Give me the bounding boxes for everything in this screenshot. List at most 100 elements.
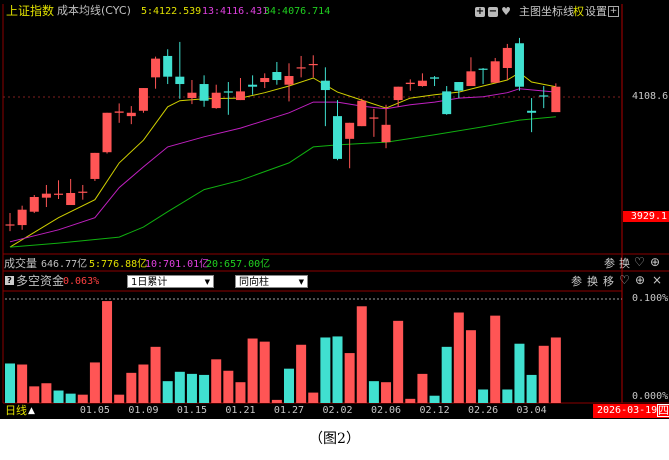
fund-bar (271, 399, 282, 403)
candle-body (211, 92, 221, 109)
candle-body (369, 117, 379, 119)
date-tick: 03.04 (516, 405, 547, 416)
candle-body (199, 84, 209, 101)
candle (260, 73, 270, 89)
candle-body (163, 55, 173, 77)
chevron-down-icon: ▼ (298, 278, 304, 286)
fund-bar (259, 341, 270, 403)
zoom-in-button[interactable]: + (475, 6, 485, 17)
candle-body (90, 152, 100, 179)
fund-bar (356, 306, 367, 403)
fund-bar (453, 312, 464, 403)
main-chart-button[interactable]: 主图 (519, 5, 541, 18)
candle (527, 98, 537, 133)
date-tick: 01.15 (176, 405, 207, 416)
volume-favorite-icon[interactable]: ♡ (634, 255, 645, 269)
date-tick: 01.09 (128, 405, 159, 416)
rights-adjust-button[interactable]: 权 (573, 5, 584, 18)
pct-top-label: 0.100% (632, 293, 669, 304)
candle (66, 178, 76, 206)
fund-bar (417, 373, 428, 403)
fund-bar (186, 373, 197, 403)
candle (393, 86, 403, 107)
candle-body (320, 80, 330, 91)
sub-close-icon[interactable]: × (652, 273, 663, 287)
fund-bar (29, 386, 40, 403)
candle-body (54, 193, 64, 195)
sub-switch-button[interactable]: 换 (587, 275, 598, 288)
zoom-out-button[interactable]: − (488, 6, 498, 17)
fund-bar (150, 346, 161, 403)
sub-zoom-icon[interactable]: ⊕ (635, 273, 646, 287)
candle (466, 57, 476, 87)
settings-button[interactable]: 设置 (585, 5, 607, 18)
candle (320, 67, 330, 127)
fund-bar (65, 393, 76, 403)
current-date: 2026-03-19 (597, 405, 658, 416)
candle (454, 82, 464, 99)
chart-canvas[interactable] (0, 0, 669, 419)
help-icon[interactable]: ? (5, 276, 14, 285)
candle (54, 180, 64, 200)
volume-value: 646.77亿 (41, 259, 88, 270)
crosshair-button[interactable]: 坐标线 (541, 5, 574, 18)
period-dropdown-value: 1日累计 (131, 277, 168, 288)
candle-body (187, 92, 197, 99)
fund-bar (138, 364, 149, 403)
stock-chart-window: 上证指数 成本均线(CYC) 5:4122.539 13:4116.431 34… (0, 0, 669, 419)
favorite-heart-icon[interactable]: ♥ (501, 5, 511, 18)
candle (430, 76, 440, 87)
candle-body (248, 84, 258, 87)
candle-body (333, 116, 343, 159)
volume-params-button[interactable]: 参 (604, 257, 615, 270)
candle-body (126, 112, 136, 117)
candle-body (490, 61, 500, 83)
period-dropdown[interactable]: 1日累计 ▼ (127, 275, 214, 288)
volume-switch-button[interactable]: 换 (619, 257, 630, 270)
fund-bar (502, 389, 513, 403)
fund-bar (247, 338, 258, 403)
date-tick: 02.02 (322, 405, 353, 416)
candle-body (260, 78, 270, 83)
figure-caption: （图2） (309, 431, 360, 447)
sub-params-button[interactable]: 参 (571, 275, 582, 288)
fund-bar (514, 343, 525, 403)
fund-bar (102, 301, 113, 403)
date-tick: 02.26 (468, 405, 499, 416)
fund-bar (393, 320, 404, 403)
candle (417, 73, 427, 87)
period-arrow-icon[interactable]: ▲ (28, 406, 35, 416)
fund-bar (235, 382, 246, 403)
candle-body (357, 100, 367, 127)
period-label[interactable]: 日线 (5, 404, 27, 417)
fund-bar (429, 395, 440, 403)
candle-body (235, 91, 245, 101)
date-tick: 01.05 (79, 405, 110, 416)
fund-bar (490, 315, 501, 403)
chevron-down-icon: ▼ (204, 278, 210, 286)
candle (5, 213, 15, 232)
expand-icon[interactable]: + (608, 6, 619, 17)
ma5-value: 5:4122.539 (141, 6, 202, 17)
volume-zoom-icon[interactable]: ⊕ (650, 255, 661, 269)
fund-bar (538, 345, 549, 403)
candle-body (138, 88, 148, 111)
price-low-label: 3929.1 (623, 211, 669, 222)
sub-favorite-icon[interactable]: ♡ (619, 273, 630, 287)
candle (223, 82, 233, 115)
fund-bar (211, 359, 222, 403)
candle-body (454, 82, 464, 91)
fund-bar (17, 364, 28, 403)
candle (78, 184, 88, 200)
candle-body (478, 68, 488, 70)
fund-bar (199, 374, 210, 403)
candle-body (393, 86, 403, 101)
fund-bar (89, 362, 100, 403)
bar-style-dropdown[interactable]: 同向柱 ▼ (235, 275, 308, 288)
fund-bar (381, 382, 392, 403)
candles (5, 37, 561, 232)
candle-body (17, 209, 27, 226)
pct-bottom-label: 0.000% (632, 391, 669, 402)
candle (345, 122, 355, 169)
sub-move-button[interactable]: 移 (603, 275, 614, 288)
